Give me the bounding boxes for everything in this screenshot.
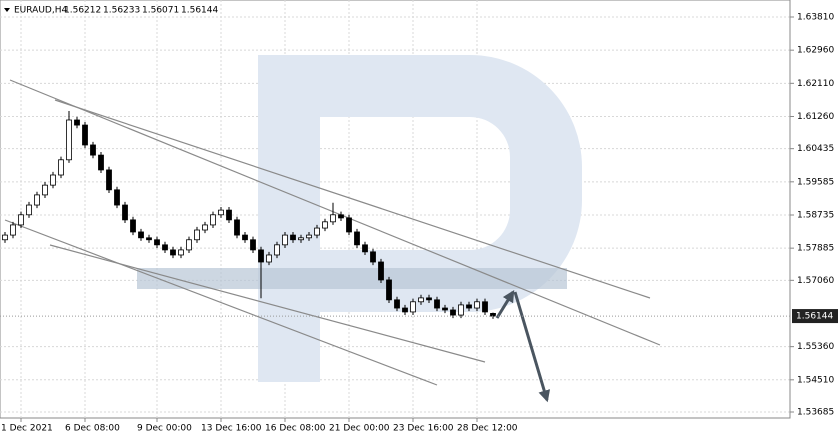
- candle-body: [226, 209, 232, 221]
- candle-body: [50, 174, 56, 186]
- candle-body: [370, 251, 376, 263]
- candle-body: [82, 124, 88, 146]
- y-tick-label: 1.55360: [797, 342, 834, 352]
- candle-body: [186, 239, 192, 251]
- candle-body: [362, 244, 368, 253]
- y-tick-label: 1.62110: [797, 79, 834, 89]
- y-tick-label: 1.57885: [797, 244, 834, 254]
- candle-body: [146, 237, 152, 241]
- y-tick-label: 1.58735: [797, 210, 834, 220]
- x-tick-label: 1 Dec 2021: [1, 424, 53, 434]
- x-tick-label: 23 Dec 16:00: [393, 424, 454, 434]
- candle-body: [402, 307, 408, 313]
- candle-body: [2, 234, 8, 241]
- y-tick-label: 1.61260: [797, 112, 834, 122]
- trend-lines: [4, 79, 661, 386]
- candle-body: [122, 204, 128, 221]
- candles: [2, 111, 496, 319]
- candle-body: [266, 254, 272, 263]
- x-tick-label: 28 Dec 12:00: [457, 424, 518, 434]
- y-tick-label: 1.59585: [797, 177, 834, 187]
- candle-body: [410, 301, 416, 313]
- y-tick-label: 1.54510: [797, 375, 834, 385]
- open-value: 1.56212: [64, 6, 101, 16]
- candle-body: [210, 214, 216, 226]
- candle-body: [426, 297, 432, 301]
- candle-body: [26, 204, 32, 216]
- candle-body: [18, 214, 24, 226]
- candle-body: [250, 239, 256, 251]
- candle-body: [418, 297, 424, 303]
- candle-body: [394, 299, 400, 309]
- candle-body: [330, 214, 336, 223]
- candle-body: [234, 219, 240, 236]
- x-tick-label: 21 Dec 00:00: [329, 424, 390, 434]
- candle-body: [298, 237, 304, 241]
- candle-body: [42, 184, 48, 196]
- candle-body: [138, 231, 144, 239]
- candle-body: [466, 304, 472, 309]
- candle-body: [482, 301, 488, 313]
- y-tick-label: 1.53685: [797, 407, 834, 417]
- candle-body: [66, 119, 72, 161]
- header: EURAUD,H4 1.56212 1.56233 1.56071 1.5614…: [4, 6, 218, 16]
- candle-body: [306, 234, 312, 239]
- candle-body: [218, 209, 224, 216]
- high-value: 1.56233: [103, 6, 140, 16]
- candle-body: [346, 217, 352, 233]
- y-tick-label: 1.60435: [797, 144, 834, 154]
- candle-body: [354, 231, 360, 246]
- x-tick-label: 13 Dec 16:00: [201, 424, 262, 434]
- candle-body: [378, 261, 384, 281]
- candle-body: [434, 299, 440, 309]
- x-tick-label: 6 Dec 08:00: [65, 424, 120, 434]
- candle-body: [74, 119, 80, 126]
- candle-body: [386, 279, 392, 301]
- candle-body: [282, 234, 288, 246]
- candle-body: [90, 144, 96, 156]
- close-value: 1.56144: [181, 6, 218, 16]
- symbol: EURAUD,H4: [14, 6, 67, 16]
- candle-body: [274, 244, 280, 256]
- y-tick-label: 1.62960: [797, 46, 834, 56]
- support-zone: [137, 268, 567, 289]
- candle-body: [338, 214, 344, 219]
- candle-body: [98, 154, 104, 171]
- candle-body: [58, 159, 64, 176]
- candle-body: [178, 249, 184, 256]
- low-value: 1.56071: [142, 6, 179, 16]
- candle-body: [10, 224, 16, 236]
- x-tick-label: 16 Dec 08:00: [265, 424, 326, 434]
- candle-body: [106, 169, 112, 191]
- candle-body: [322, 221, 328, 229]
- candle-body: [314, 227, 320, 236]
- candle-body: [242, 234, 248, 241]
- candle-body: [474, 301, 480, 309]
- candle-body: [202, 224, 208, 231]
- candle-body: [450, 309, 456, 316]
- candle-body: [442, 307, 448, 311]
- candle-body: [194, 229, 200, 241]
- x-tick-label: 9 Dec 00:00: [137, 424, 192, 434]
- candle-body: [170, 249, 176, 256]
- candle-body: [290, 234, 296, 241]
- candle-body: [162, 244, 168, 251]
- last-price-box: [792, 309, 838, 324]
- y-tick-label: 1.63810: [797, 13, 834, 23]
- candle-body: [458, 304, 464, 316]
- candle-body: [130, 219, 136, 233]
- forecast-arrows: [495, 289, 551, 403]
- candle-body: [114, 189, 120, 206]
- candle-body: [154, 239, 160, 246]
- candle-body: [258, 249, 264, 263]
- candle-body: [34, 194, 40, 206]
- watermark: [258, 55, 582, 382]
- y-tick-label: 1.57060: [797, 276, 834, 286]
- last-price-label: 1.56144: [796, 312, 833, 322]
